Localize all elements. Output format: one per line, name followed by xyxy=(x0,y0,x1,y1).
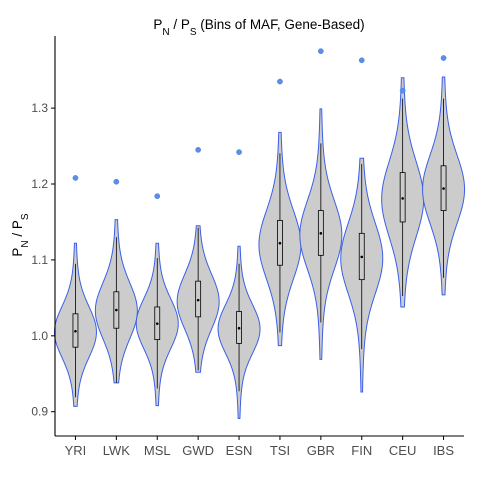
median-point xyxy=(196,298,200,302)
violin-tsi xyxy=(258,78,302,347)
violin-lwk xyxy=(94,178,138,384)
x-tick-label-gbr: GBR xyxy=(307,443,335,458)
x-tick-label-fin: FIN xyxy=(351,443,372,458)
y-tick-label: 0.9 xyxy=(31,405,48,419)
y-axis-label: PN / PS xyxy=(10,213,31,257)
violin-ceu xyxy=(381,77,425,308)
median-point xyxy=(319,232,323,235)
outlier-point xyxy=(358,57,365,64)
violin-gbr xyxy=(299,48,343,360)
violin-layer xyxy=(53,48,466,420)
median-point xyxy=(237,326,241,330)
y-tick-label: 1.1 xyxy=(31,253,48,267)
median-point xyxy=(360,255,364,259)
x-tick-label-lwk: LWK xyxy=(103,443,131,458)
outlier-point xyxy=(195,147,201,153)
outlier-point xyxy=(154,193,161,200)
y-tick-label: 1.2 xyxy=(31,177,48,191)
y-tick-label: 1.3 xyxy=(31,101,48,115)
median-point xyxy=(74,329,77,333)
x-tick-label-esn: ESN xyxy=(226,443,253,458)
median-point xyxy=(442,187,445,190)
outlier-point xyxy=(399,87,406,94)
x-tick-label-yri: YRI xyxy=(65,443,87,458)
violin-gwd xyxy=(176,147,220,373)
median-point xyxy=(155,322,159,325)
median-point xyxy=(115,308,118,312)
x-tick-label-ceu: CEU xyxy=(389,443,416,458)
y-axis: 0.9 1.0 1.1 1.2 1.3 xyxy=(31,36,56,436)
median-point xyxy=(278,241,282,245)
x-tick-label-msl: MSL xyxy=(144,443,171,458)
outlier-point xyxy=(440,55,447,61)
x-tick-label-gwd: GWD xyxy=(182,443,214,458)
outlier-point xyxy=(72,175,79,181)
x-tick-label-ibs: IBS xyxy=(433,443,454,458)
violin-esn xyxy=(217,149,261,420)
outlier-point xyxy=(318,48,324,55)
median-point xyxy=(401,197,404,200)
violin-yri xyxy=(53,175,97,407)
outlier-point xyxy=(277,78,283,85)
outlier-point xyxy=(113,178,120,185)
violin-ibs xyxy=(422,55,466,296)
violin-msl xyxy=(135,193,179,407)
chart-title: PN / PS (Bins of MAF, Gene-Based) xyxy=(153,17,364,38)
x-tick-label-tsi: TSI xyxy=(270,443,290,458)
outlier-point xyxy=(236,149,242,155)
violin-fin xyxy=(340,57,384,393)
x-axis: YRI LWK MSL GWD ESN TSI GBR FIN CEU IBS xyxy=(55,435,464,458)
y-tick-label: 1.0 xyxy=(31,329,48,343)
